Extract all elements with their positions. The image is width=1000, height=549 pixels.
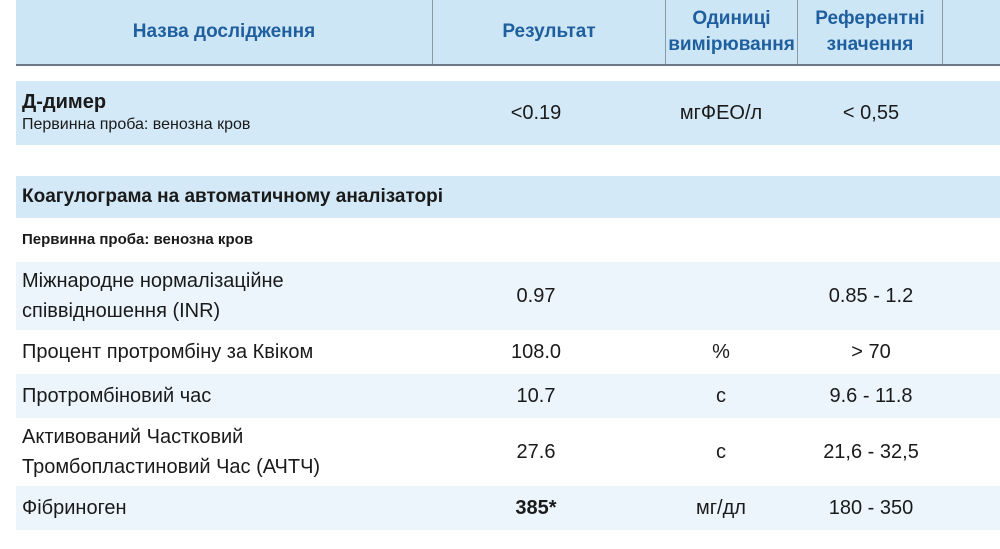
table-row: Активований Частковий Тромбопластиновий … bbox=[16, 418, 1000, 486]
result-value: 10.7 bbox=[516, 384, 556, 407]
table-row: Процент протромбіну за Квіком 108.0 % > … bbox=[16, 330, 1000, 374]
test-name: Д-димер bbox=[22, 91, 107, 113]
reference-value: 9.6 - 11.8 bbox=[829, 384, 913, 407]
section-title: Коагулограма на автоматичному аналізатор… bbox=[22, 186, 444, 207]
result-value: 27.6 bbox=[516, 440, 556, 463]
reference-value: > 70 bbox=[851, 340, 891, 363]
table-row-d-dimer: Д-димер Первинна проба: венозна кров <0.… bbox=[16, 81, 1000, 145]
reference-value: 21,6 - 32,5 bbox=[823, 440, 919, 463]
reference-value: 0.85 - 1.2 bbox=[828, 284, 914, 307]
test-name: Міжнародне нормалізаційне співвідношення… bbox=[22, 270, 284, 322]
result-value: 0.97 bbox=[516, 284, 556, 307]
unit-value: % bbox=[712, 340, 730, 363]
reference-value: < 0,55 bbox=[842, 101, 900, 124]
header-result: Результат bbox=[433, 0, 666, 64]
test-name: Процент протромбіну за Квіком bbox=[22, 341, 314, 363]
test-name: Фібриноген bbox=[22, 497, 127, 519]
table-row: Фібриноген 385* мг/дл 180 - 350 bbox=[16, 486, 1000, 530]
table-header: Назва дослідження Результат Одиниці вимі… bbox=[16, 0, 1000, 66]
reference-value: 180 - 350 bbox=[828, 496, 914, 519]
unit-value: с bbox=[716, 384, 726, 407]
table-row: Міжнародне нормалізаційне співвідношення… bbox=[16, 262, 1000, 330]
result-value: <0.19 bbox=[510, 101, 562, 124]
table-row: Протромбіновий час 10.7 с 9.6 - 11.8 bbox=[16, 374, 1000, 418]
header-units: Одиниці вимірювання bbox=[666, 0, 798, 64]
unit-value: мг/дл bbox=[696, 496, 746, 519]
test-name: Протромбіновий час bbox=[22, 385, 212, 407]
section-header: Коагулограма на автоматичному аналізатор… bbox=[16, 176, 1000, 218]
sample-row: Первинна проба: венозна кров bbox=[16, 218, 1000, 262]
result-value-flagged: 385* bbox=[515, 496, 557, 519]
sample-type: Первинна проба: венозна кров bbox=[22, 231, 253, 248]
test-name: Активований Частковий Тромбопластиновий … bbox=[22, 426, 321, 478]
unit-value: с bbox=[716, 440, 726, 463]
header-reference: Референтні значення bbox=[798, 0, 943, 64]
result-value: 108.0 bbox=[510, 340, 562, 363]
unit-value: мгФЕО/л bbox=[679, 101, 763, 124]
sample-type: Первинна проба: венозна кров bbox=[22, 116, 251, 133]
header-name: Назва дослідження bbox=[16, 0, 433, 64]
unit-value bbox=[656, 262, 786, 330]
